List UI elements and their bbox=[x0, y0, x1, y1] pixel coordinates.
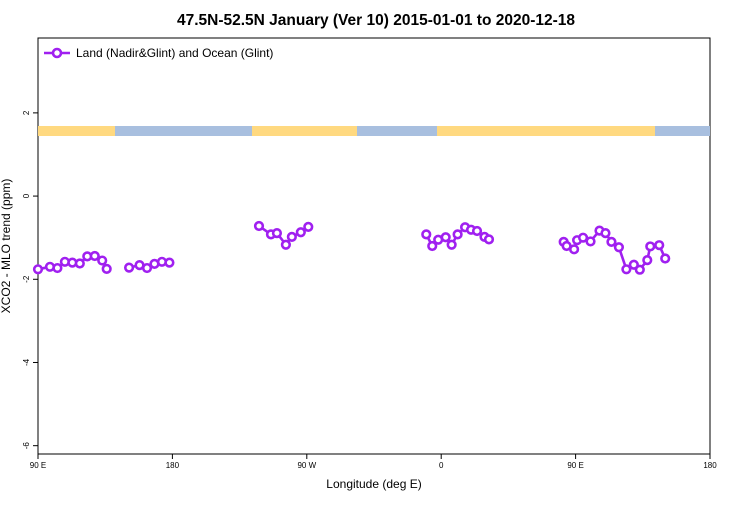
chart-title: 47.5N-52.5N January (Ver 10) 2015-01-01 … bbox=[177, 12, 575, 29]
land-ocean-segment bbox=[357, 126, 437, 136]
data-point bbox=[643, 256, 651, 264]
land-ocean-segment bbox=[655, 126, 710, 136]
land-ocean-band bbox=[38, 126, 710, 136]
y-tick-label: -6 bbox=[22, 442, 31, 450]
data-point bbox=[661, 255, 669, 263]
data-point bbox=[166, 259, 174, 267]
x-tick-label: 90 W bbox=[297, 461, 316, 470]
data-point bbox=[288, 233, 296, 241]
y-tick-label: -2 bbox=[22, 275, 31, 283]
data-point bbox=[422, 231, 430, 239]
data-point bbox=[297, 228, 305, 236]
land-ocean-segment bbox=[252, 126, 357, 136]
data-point bbox=[655, 241, 663, 249]
land-ocean-segment bbox=[437, 126, 655, 136]
legend-label: Land (Nadir&Glint) and Ocean (Glint) bbox=[76, 46, 273, 60]
data-point bbox=[485, 236, 493, 244]
data-point bbox=[273, 229, 281, 237]
x-tick-label: 180 bbox=[166, 461, 180, 470]
data-point bbox=[282, 241, 290, 249]
data-point bbox=[125, 264, 133, 272]
legend-marker bbox=[53, 49, 61, 57]
land-ocean-segment bbox=[38, 126, 115, 136]
data-point bbox=[91, 252, 99, 260]
data-point bbox=[34, 265, 42, 273]
legend: Land (Nadir&Glint) and Ocean (Glint) bbox=[44, 46, 273, 60]
data-point bbox=[442, 233, 450, 241]
x-tick-label: 0 bbox=[439, 461, 444, 470]
data-point bbox=[255, 222, 263, 230]
data-point bbox=[54, 264, 62, 272]
data-point bbox=[76, 260, 84, 268]
x-axis: 90 E 180 90 W 0 90 E 180 bbox=[30, 454, 717, 470]
y-tick-label: -4 bbox=[22, 358, 31, 366]
x-axis-label: Longitude (deg E) bbox=[326, 477, 421, 491]
series-layer bbox=[34, 222, 669, 273]
data-point bbox=[602, 229, 610, 237]
data-point bbox=[587, 238, 595, 246]
x-tick-label: 180 bbox=[703, 461, 717, 470]
data-point bbox=[473, 227, 481, 235]
data-point bbox=[646, 243, 654, 251]
data-point bbox=[304, 223, 312, 231]
data-point bbox=[448, 241, 456, 249]
data-point bbox=[570, 246, 578, 254]
data-point bbox=[608, 238, 616, 246]
land-ocean-segment bbox=[115, 126, 252, 136]
data-point bbox=[98, 257, 106, 265]
y-tick-label: 0 bbox=[22, 193, 31, 198]
data-point bbox=[623, 265, 631, 273]
data-point bbox=[636, 266, 644, 274]
y-axis: 2 0 -2 -4 -6 bbox=[22, 110, 38, 449]
y-tick-label: 2 bbox=[22, 110, 31, 115]
data-point bbox=[103, 265, 111, 273]
x-tick-label: 90 E bbox=[30, 461, 46, 470]
y-axis-label: XCO2 - MLO trend (ppm) bbox=[0, 179, 13, 314]
data-point bbox=[454, 231, 462, 239]
x-tick-label: 90 E bbox=[567, 461, 583, 470]
data-point bbox=[615, 243, 623, 251]
